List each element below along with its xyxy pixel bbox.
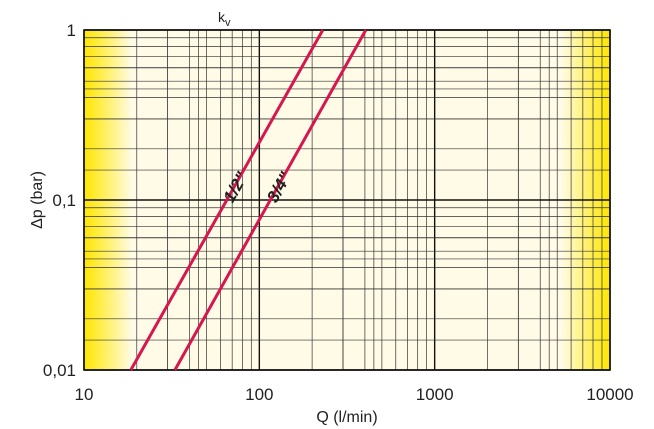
kv-label: kv — [218, 9, 231, 29]
y-tick-label: 0,01 — [43, 361, 76, 380]
series-layer — [129, 29, 368, 371]
y-tick-label: 1 — [67, 21, 76, 40]
x-tick-label: 100 — [245, 385, 273, 404]
grid — [83, 29, 611, 371]
plot-frame — [83, 29, 611, 371]
y-tick-label: 0,1 — [52, 191, 76, 210]
series-line-2 — [173, 29, 368, 371]
x-axis-title: Q (l/min) — [316, 409, 377, 426]
y-axis-title: Δp (bar) — [29, 171, 46, 229]
x-tick-label: 10000 — [586, 385, 633, 404]
series-line-1 — [129, 29, 325, 371]
x-tick-label: 10 — [75, 385, 94, 404]
x-tick-label: 1000 — [416, 385, 454, 404]
